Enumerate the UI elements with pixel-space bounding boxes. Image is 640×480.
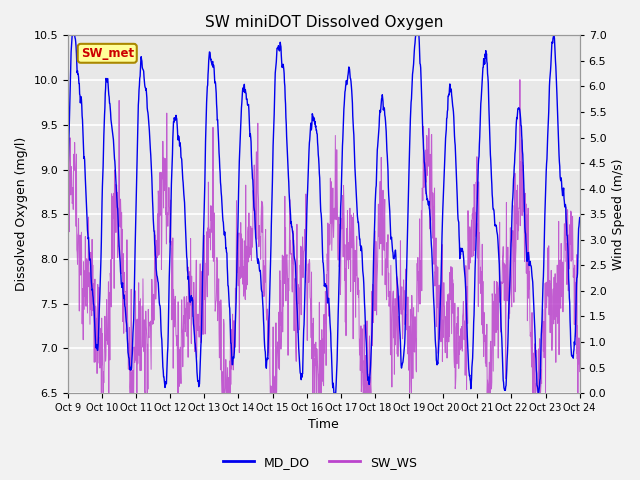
Title: SW miniDOT Dissolved Oxygen: SW miniDOT Dissolved Oxygen bbox=[205, 15, 443, 30]
Text: SW_met: SW_met bbox=[81, 47, 134, 60]
Legend: MD_DO, SW_WS: MD_DO, SW_WS bbox=[218, 451, 422, 474]
Y-axis label: Dissolved Oxygen (mg/l): Dissolved Oxygen (mg/l) bbox=[15, 137, 28, 291]
Y-axis label: Wind Speed (m/s): Wind Speed (m/s) bbox=[612, 158, 625, 270]
X-axis label: Time: Time bbox=[308, 419, 339, 432]
